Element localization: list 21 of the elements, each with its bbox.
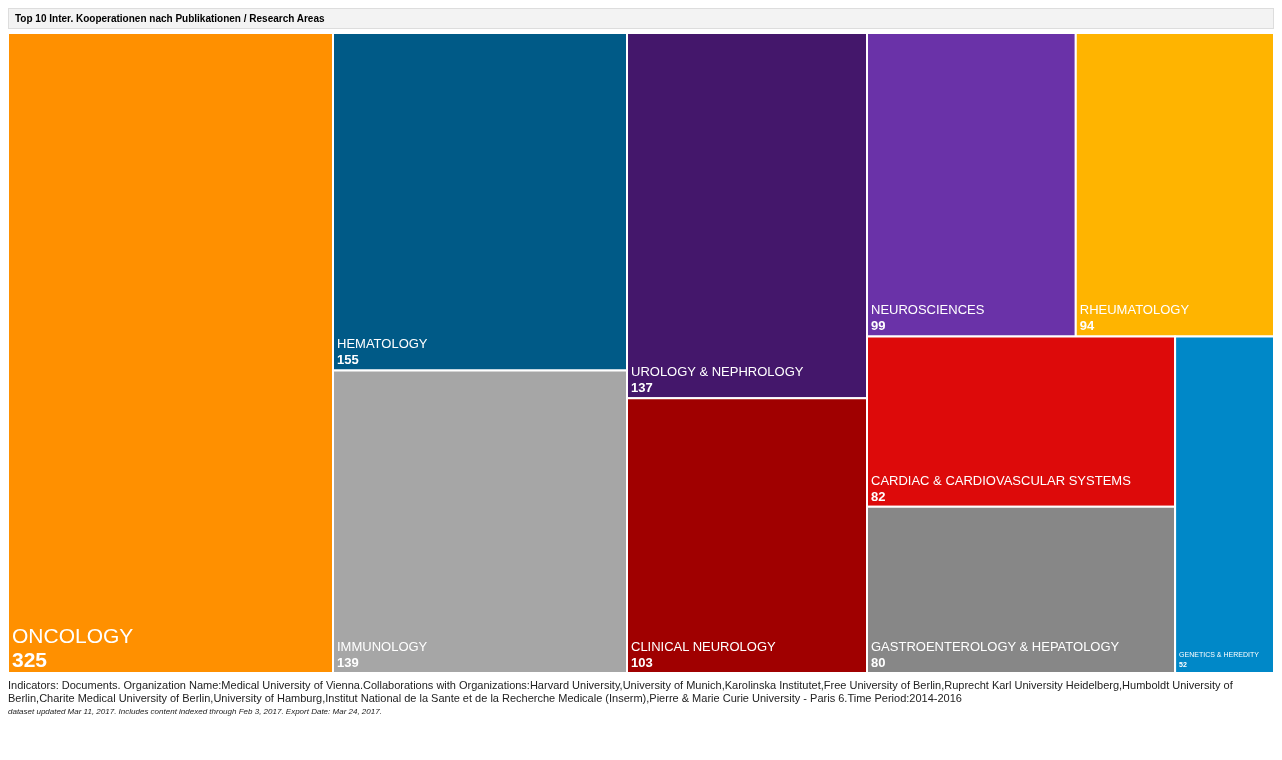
data-label: 137 bbox=[631, 380, 653, 396]
text: Indicators: Documents. Organization Name:Medical University of Vienna.Collaborations with Organizations:Harvard University,University of Munich,Karolinska Institutet,Free University of Berlin,Ruprecht Karl University Heidelberg,Humboldt University of Berlin,Charite Medical University of Berlin,University of Hamburg,Institut National de la Sante et de la Recherche Medicale (Inserm),Pierre & Marie Curie University - Paris 6.Time Period:2014-2016 bbox=[8, 679, 1234, 705]
category-label: GASTROENTEROLOGY & HEPATOLOGY bbox=[871, 639, 1120, 654]
data-label: 99 bbox=[871, 318, 886, 334]
data-label: 94 bbox=[1079, 318, 1095, 334]
category-label: IMMUNOLOGY bbox=[337, 639, 428, 654]
category-label: CLINICAL NEUROLOGY bbox=[631, 639, 777, 654]
category-label: CARDIAC & CARDIOVASCULAR SYSTEMS bbox=[871, 472, 1132, 488]
data-label: 103 bbox=[631, 655, 653, 670]
text: Top 10 Inter. Kooperationen nach Publikationen / Research Areas bbox=[8, 8, 1274, 29]
category-label: ONCOLOGY bbox=[12, 624, 134, 647]
category-label: HEMATOLOGY bbox=[337, 336, 428, 352]
category-label: RHEUMATOLOGY bbox=[1079, 302, 1190, 318]
data-label: 82 bbox=[871, 488, 886, 504]
data-label: 155 bbox=[337, 352, 359, 368]
text: dataset updated Mar 11, 2017. Includes content indexed through Feb 3, 2017. Export Date: Mar 24, 2017. bbox=[8, 706, 383, 718]
category-label: UROLOGY & NEPHROLOGY bbox=[631, 364, 804, 380]
category-label: NEUROSCIENCES bbox=[871, 302, 985, 318]
data-label: 80 bbox=[871, 655, 886, 670]
data-label: 139 bbox=[337, 655, 359, 670]
data-label: 325 bbox=[12, 648, 48, 671]
